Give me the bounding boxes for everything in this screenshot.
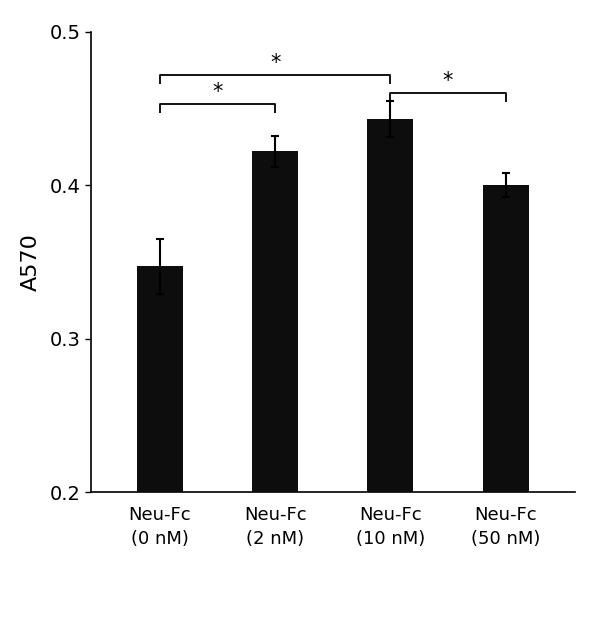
Bar	[367, 119, 413, 631]
Y-axis label: A570: A570	[21, 233, 41, 291]
Text: *: *	[270, 53, 280, 73]
Text: *: *	[212, 82, 223, 102]
Bar	[137, 266, 183, 631]
Bar	[483, 185, 529, 631]
Bar	[252, 151, 298, 631]
Text: *: *	[443, 71, 453, 91]
